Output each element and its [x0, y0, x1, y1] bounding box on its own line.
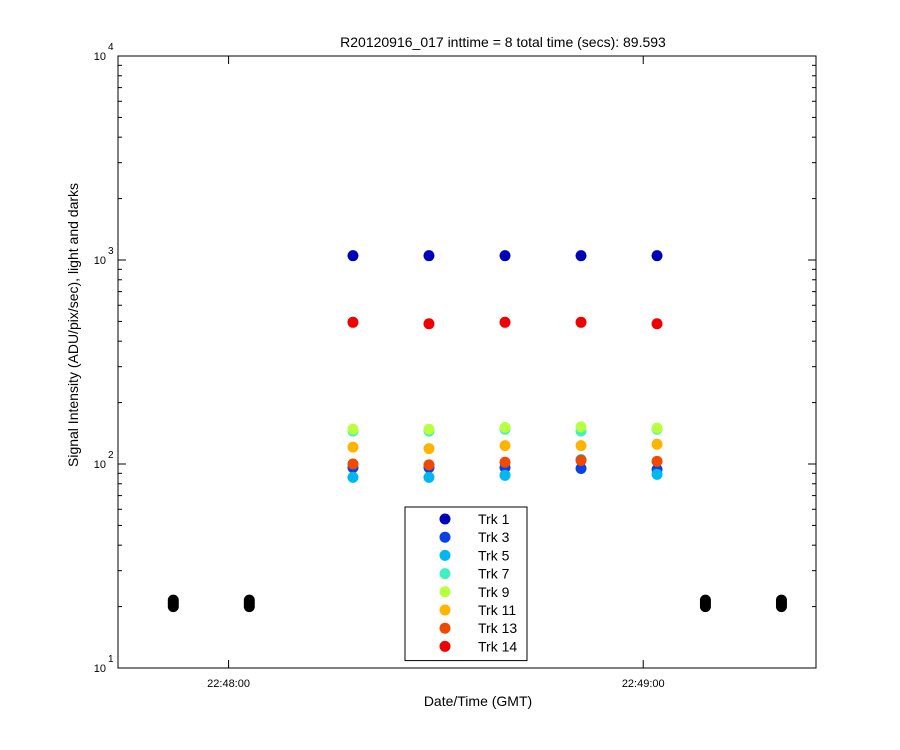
y-axis-title: Signal Intensity (ADU/pix/sec), light an… [65, 183, 81, 467]
light-point [651, 250, 663, 262]
legend-label: Trk 13 [478, 620, 517, 636]
y-tick-label: 10 [94, 255, 106, 267]
legend-marker [439, 586, 451, 598]
legend-marker [439, 513, 451, 525]
light-point [347, 471, 359, 483]
dark-point [167, 594, 179, 606]
light-point [423, 423, 435, 435]
legend-box [404, 506, 528, 662]
light-point [347, 250, 359, 262]
y-tick-label: 10 [94, 663, 106, 675]
light-point [423, 318, 435, 330]
legend-marker [439, 531, 451, 543]
light-point [499, 421, 511, 433]
light-point [499, 456, 511, 468]
light-point [575, 455, 587, 467]
dark-point [775, 594, 787, 606]
light-point [347, 316, 359, 328]
light-point [575, 250, 587, 262]
data-points [167, 250, 787, 613]
legend-marker [439, 640, 451, 652]
legend-marker [439, 622, 451, 634]
legend-marker [439, 568, 451, 580]
legend-label: Trk 14 [478, 638, 517, 654]
light-point [575, 316, 587, 328]
y-tick-label: 10 [94, 51, 106, 63]
light-point [423, 250, 435, 262]
light-point [347, 423, 359, 435]
x-tick-label: 22:49:00 [622, 678, 665, 690]
light-point [575, 463, 587, 475]
x-tick-label: 22:48:00 [207, 678, 250, 690]
light-point [423, 443, 435, 455]
light-point [651, 455, 663, 467]
y-tick-exponent: 1 [108, 654, 114, 665]
light-point [347, 458, 359, 470]
legend-label: Trk 9 [478, 584, 510, 600]
legend-marker [439, 604, 451, 616]
chart-title: R20120916_017 inttime = 8 total time (se… [340, 34, 666, 50]
plot-frame [117, 55, 817, 669]
dark-point [243, 594, 255, 606]
y-tick-exponent: 3 [108, 246, 114, 257]
light-point [499, 250, 511, 262]
y-tick-exponent: 2 [108, 450, 114, 461]
y-tick-label: 10 [94, 459, 106, 471]
legend-label: Trk 5 [478, 547, 510, 563]
light-point [651, 318, 663, 330]
light-point [423, 471, 435, 483]
x-axis-title: Date/Time (GMT) [424, 693, 532, 709]
y-tick-exponent: 4 [108, 42, 114, 53]
light-point [575, 440, 587, 452]
legend: Trk 1 Trk 3 Trk 5 Trk 7 Trk 9 Trk 11 Trk 13 Trk… [404, 506, 528, 662]
light-point [651, 422, 663, 434]
legend-label: Trk 3 [478, 529, 510, 545]
light-point [499, 316, 511, 328]
legend-label: Trk 11 [478, 602, 516, 618]
light-point [499, 440, 511, 452]
light-point [423, 459, 435, 471]
light-point [499, 469, 511, 481]
legend-marker [439, 549, 451, 561]
dark-point [699, 594, 711, 606]
legend-label: Trk 7 [478, 566, 510, 582]
light-point [651, 438, 663, 450]
light-point [347, 441, 359, 453]
legend-label: Trk 1 [478, 511, 510, 527]
light-point [651, 468, 663, 480]
light-point [575, 421, 587, 433]
